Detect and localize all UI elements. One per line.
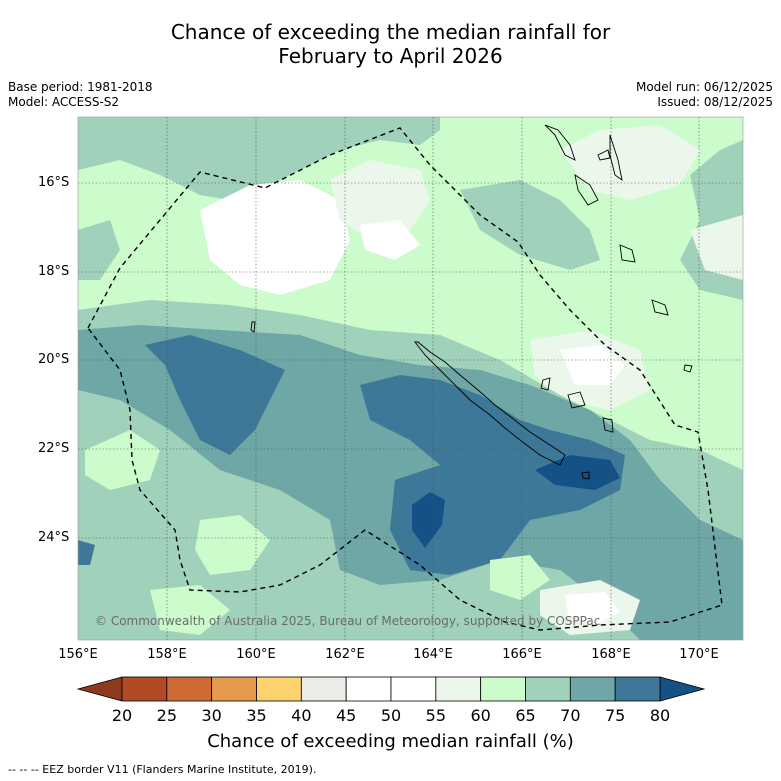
vanuatu-coast3: [609, 134, 623, 182]
band-60-65-sw: [85, 430, 160, 490]
lon-label-160e: 160°E: [236, 647, 276, 662]
band-80-south: [412, 492, 445, 548]
colorbar-segment: [121, 676, 168, 702]
vanuatu-coast2: [574, 174, 599, 206]
colorbar-tick-label: 20: [111, 706, 133, 725]
band-60-65-s2: [150, 585, 230, 635]
meta-right: Model run: 06/12/2025 Issued: 08/12/2025: [636, 80, 773, 110]
band-50-55-north2: [360, 220, 420, 260]
colorbar-tick-label: 70: [560, 706, 581, 725]
colorbar-tick-label: 45: [335, 706, 357, 725]
band-55-60-north: [330, 160, 430, 240]
band-75-80-west: [145, 335, 285, 455]
loyalty-coast2: [567, 391, 586, 409]
colorbar-segment: [256, 676, 302, 702]
colorbar-segment: [211, 676, 257, 702]
lon-label-164e: 164°E: [413, 647, 453, 662]
colorbar-tick-label: 65: [515, 706, 536, 725]
band-50-55-north: [200, 180, 350, 295]
lat-label-18s: 18°S: [38, 264, 70, 279]
band-75-80-sw: [78, 540, 95, 565]
issued-text: Issued: 08/12/2025: [657, 95, 773, 109]
island-coast1: [683, 364, 693, 373]
colorbar-tick-label: 60: [470, 706, 491, 725]
colorbar-tick-label: 25: [156, 706, 178, 725]
band-60-65-se: [490, 555, 550, 600]
map-title-line1: Chance of exceeding the median rainfall …: [170, 20, 611, 44]
colorbar-segment: [480, 676, 526, 702]
band-65-70-north: [78, 117, 743, 300]
colorbar-tick-label: 55: [425, 706, 447, 725]
colorbar-tick-label: 75: [604, 706, 626, 725]
colorbar-tick-label: 35: [246, 706, 267, 725]
gridlines: [78, 117, 743, 640]
colorbar-tick-label: 80: [649, 706, 671, 725]
loyalty-coast1: [651, 299, 669, 316]
colorbar-tick-label: 40: [291, 706, 312, 725]
colorbar-segment: [525, 676, 571, 702]
lat-label-20s: 20°S: [38, 352, 70, 367]
band-55-60-ne: [560, 125, 700, 200]
colorbar-segment: [390, 676, 437, 702]
island-coast3: [250, 321, 256, 333]
band-50-55-se: [565, 592, 620, 625]
lat-label-16s: 16°S: [38, 175, 70, 190]
colorbar: [76, 676, 706, 702]
band-55-60-east: [690, 215, 743, 280]
colorbar-tick-label: 30: [201, 706, 222, 725]
copyright-text: © Commonwealth of Australia 2025, Bureau…: [95, 614, 601, 628]
colorbar-segment: [300, 676, 347, 702]
eez-border: [87, 127, 723, 631]
colorbar-segment: [614, 676, 661, 702]
colorbar-extend-high: [659, 676, 706, 702]
map-frame: [77, 116, 744, 641]
colorbar-segment: [166, 676, 213, 702]
band-80-east: [535, 455, 620, 490]
base-period-text: Base period: 1981-2018: [8, 80, 153, 94]
coastlines: [250, 124, 693, 480]
band-65-70-west: [78, 220, 120, 280]
loyalty-coast4: [540, 377, 551, 391]
colorbar-segment: [435, 676, 482, 702]
meta-left: Base period: 1981-2018 Model: ACCESS-S2: [8, 80, 153, 110]
lon-label-166e: 166°E: [502, 647, 542, 662]
lon-label-162e: 162°E: [325, 647, 365, 662]
vanuatu-coast1: [544, 124, 576, 161]
new-caledonia-coast: [414, 341, 566, 466]
colorbar-title: Chance of exceeding median rainfall (%): [207, 731, 574, 752]
model-run-text: Model run: 06/12/2025: [635, 80, 773, 94]
vanuatu-coast4: [597, 149, 611, 161]
loyalty-coast3: [602, 417, 614, 433]
map-area: [78, 117, 743, 640]
island-coast2: [581, 471, 590, 480]
colorbar-extend-low: [76, 676, 123, 702]
colorbar-tick-label: 50: [380, 706, 402, 725]
band-65-70-northwest: [78, 117, 440, 200]
lat-label-24s: 24°S: [38, 530, 70, 545]
model-text: Model: ACCESS-S2: [8, 95, 120, 109]
lat-label-22s: 22°S: [38, 441, 70, 456]
colorbar-segment: [569, 676, 616, 702]
band-50-55-east: [560, 345, 625, 385]
eez-legend: -- -- -- EEZ border V11 (Flanders Marine…: [8, 763, 317, 776]
vanuatu-coast5: [619, 244, 636, 263]
lon-label-170e: 170°E: [679, 647, 719, 662]
colorbar-segment: [345, 676, 392, 702]
map-title-line2: February to April 2026: [278, 44, 503, 68]
lon-label-168e: 168°E: [591, 647, 631, 662]
lon-label-156e: 156°E: [58, 647, 98, 662]
lon-label-158e: 158°E: [147, 647, 187, 662]
band-60-65-s: [195, 515, 270, 575]
